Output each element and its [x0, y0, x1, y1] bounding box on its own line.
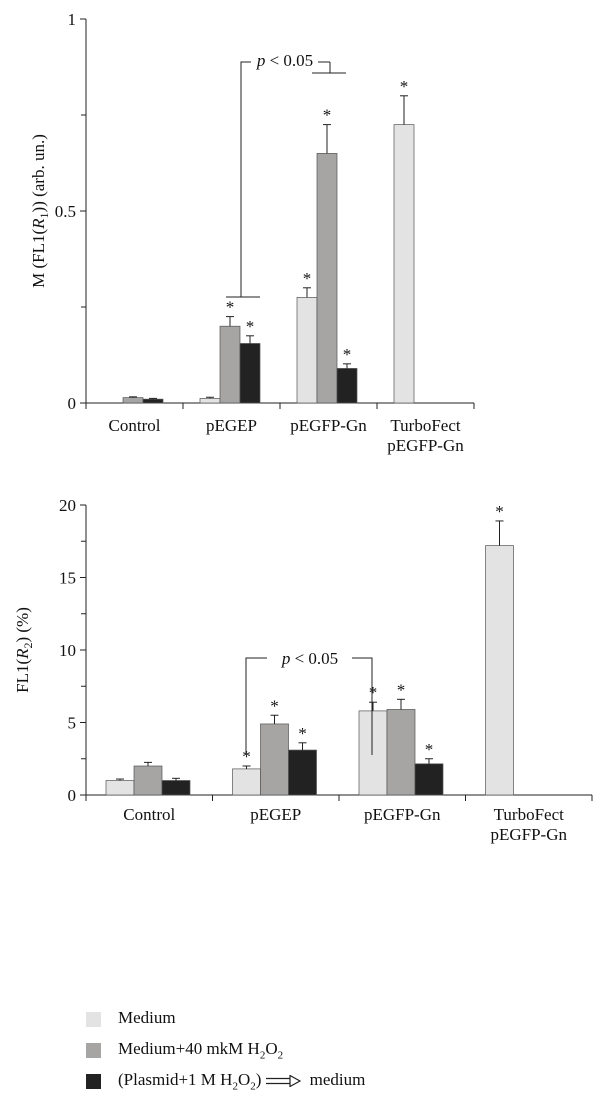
significance-label: p < 0.05	[281, 649, 338, 668]
category-label: TurboFect	[494, 805, 564, 824]
y-tick-label: 15	[59, 569, 76, 588]
category-label: TurboFect	[390, 416, 460, 435]
y-tick-label: 5	[68, 714, 77, 733]
y-tick-label: 1	[68, 10, 77, 29]
category-label: pEGEP	[206, 416, 257, 435]
legend-label-medium: Medium	[118, 1008, 176, 1027]
significance-star: *	[298, 724, 307, 743]
bar	[386, 709, 416, 796]
y-tick-label: 20	[59, 496, 76, 515]
bar	[142, 398, 164, 404]
y-tick-label: 10	[59, 641, 76, 660]
y-axis-label: M (FL1(R1)) (arb. un.)	[29, 134, 51, 288]
bar	[232, 768, 261, 796]
bar	[336, 368, 358, 404]
bar	[414, 763, 444, 796]
bar	[485, 545, 514, 796]
significance-star: *	[270, 696, 279, 715]
bar	[358, 710, 388, 796]
bar	[133, 765, 163, 796]
legend-label-medium-h2o2: Medium+40 mkM H2O2	[118, 1039, 284, 1062]
bar	[161, 780, 191, 796]
legend-label-plasmid: (Plasmid+1 M H2O2) medium	[118, 1070, 366, 1093]
bar	[316, 153, 338, 404]
significance-star: *	[343, 345, 352, 364]
y-tick-label: 0.5	[55, 202, 76, 221]
bar	[219, 325, 241, 404]
bar	[393, 124, 415, 404]
significance-star: *	[397, 680, 406, 699]
bar	[296, 297, 318, 404]
category-label: Control	[109, 416, 161, 435]
category-label: pEGFP-Gn	[387, 436, 464, 455]
significance-star: *	[425, 740, 434, 759]
category-label: pEGEP	[250, 805, 301, 824]
bar	[199, 398, 221, 404]
y-axis-label: FL1(R2) (%)	[13, 607, 35, 693]
bar	[239, 343, 261, 404]
significance-star: *	[246, 317, 255, 336]
bar	[122, 397, 144, 404]
significance-bracket	[352, 657, 373, 755]
legend-swatch-plasmid	[86, 1074, 101, 1089]
significance-star: *	[242, 747, 251, 766]
significance-star: *	[495, 502, 504, 521]
bar	[260, 723, 289, 796]
bar	[105, 780, 135, 796]
significance-star: *	[303, 269, 312, 288]
category-label: pEGFP-Gn	[290, 416, 367, 435]
bar	[288, 749, 317, 796]
category-label: pEGFP-Gn	[490, 825, 567, 844]
significance-bracket	[240, 61, 251, 297]
category-label: Control	[123, 805, 175, 824]
y-tick-label: 0	[68, 394, 77, 413]
double-arrow-icon	[266, 1075, 302, 1088]
legend-swatch-medium-h2o2	[86, 1043, 101, 1058]
significance-bracket	[245, 657, 267, 755]
legend-swatch-medium	[86, 1012, 101, 1027]
significance-label: p < 0.05	[256, 51, 313, 70]
significance-star: *	[369, 683, 378, 702]
y-tick-label: 0	[68, 786, 77, 805]
category-label: pEGFP-Gn	[364, 805, 441, 824]
significance-star: *	[400, 77, 409, 96]
significance-star: *	[226, 298, 235, 317]
significance-star: *	[323, 106, 332, 125]
